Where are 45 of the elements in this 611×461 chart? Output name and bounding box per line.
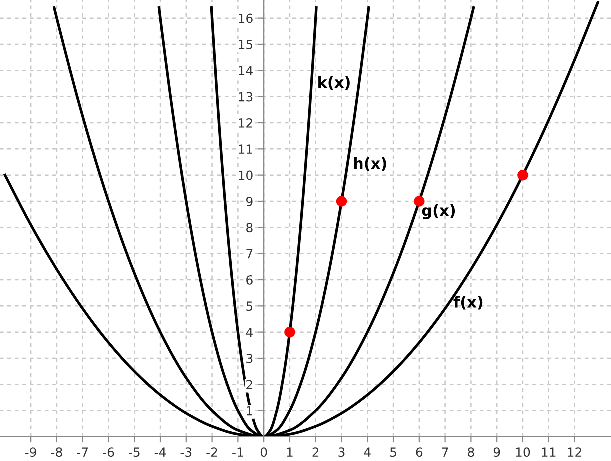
x-tick-label: 8	[468, 448, 474, 458]
x-tick-label: -6	[103, 448, 114, 458]
x-tick-label: -4	[154, 448, 166, 457]
y-tick-label: 11	[239, 144, 253, 154]
y-tick-label: 10	[239, 170, 253, 180]
y-tick-label: 9	[246, 196, 253, 206]
x-tick-label: 1	[287, 448, 293, 457]
y-tick-label: 15	[239, 40, 253, 50]
x-tick-label: 10	[516, 448, 530, 458]
y-tick-label: 6	[246, 275, 253, 285]
x-tick-label: -1	[232, 448, 244, 457]
y-tick-label: 3	[246, 354, 253, 364]
x-tick-label: 3	[338, 448, 345, 458]
x-tick-label: 2	[312, 448, 319, 457]
y-tick-label: 5	[246, 302, 253, 312]
annotation: h(x)	[354, 157, 386, 172]
y-tick-label: 12	[239, 118, 252, 128]
y-tick-label: 8	[246, 223, 253, 233]
y-tick-label: 1	[247, 406, 253, 416]
point	[518, 170, 528, 181]
annotation: g(x)	[422, 204, 456, 220]
x-tick-label: -8	[51, 448, 62, 458]
x-tick-label: 4	[364, 448, 371, 457]
x-tick-label: -3	[180, 448, 192, 458]
x-tick-label: -5	[129, 448, 140, 458]
x-tick-label: 11	[542, 448, 556, 457]
point	[336, 196, 348, 207]
x-tick-label: 0	[260, 448, 268, 458]
x-tick-label: 12	[568, 448, 582, 457]
y-tick-label: 14	[239, 66, 253, 76]
y-tick-label: 16	[239, 14, 253, 24]
x-tick-label: -7	[77, 448, 88, 457]
y-tick-label: 7	[246, 249, 253, 259]
annotation: f(x)	[454, 296, 483, 310]
x-tick-label: 7	[442, 448, 448, 457]
x-tick-label: -9	[25, 448, 36, 458]
x-tick-label: 6	[416, 448, 423, 458]
y-tick-label: 13	[239, 92, 253, 102]
annotation: k(x)	[318, 76, 350, 90]
y-tick-label: 2	[246, 380, 252, 390]
x-tick-label: 5	[390, 448, 396, 458]
x-tick-label: -2	[206, 448, 218, 457]
y-tick-label: 4	[246, 328, 253, 338]
point	[284, 326, 296, 338]
x-tick-label: 9	[494, 448, 500, 458]
